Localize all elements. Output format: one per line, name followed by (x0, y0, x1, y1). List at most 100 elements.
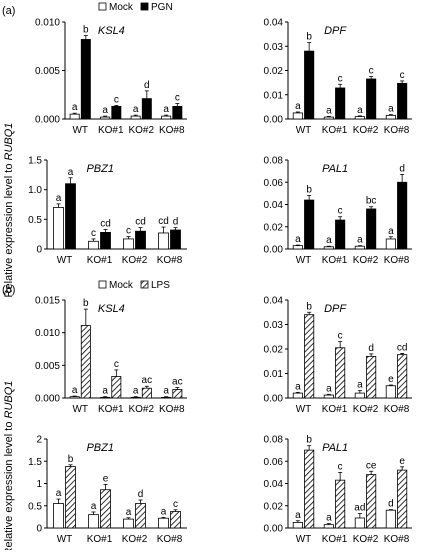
bar-mock (292, 245, 303, 250)
bar-mock (69, 113, 80, 120)
chart-title: PBZ1 (86, 442, 114, 454)
significance-letter: a (91, 501, 97, 512)
y-tick-label: 0.00 (264, 115, 284, 126)
significance-letter: c (338, 461, 343, 472)
significance-letter: cd (158, 216, 169, 227)
y-axis-label-a: Relative expression level to RUBQ1 (3, 123, 15, 298)
x-tick-label: KO#1 (322, 404, 348, 415)
bar-mock (88, 514, 99, 529)
significance-letter: c (400, 70, 405, 81)
significance-letter: a (357, 105, 363, 116)
significance-letter: d (144, 80, 150, 91)
significance-letter: a (102, 105, 108, 116)
bar-treatment (397, 82, 408, 120)
bar-treatment (172, 389, 183, 399)
bar-mock (323, 394, 334, 399)
bar-treatment (141, 387, 152, 399)
y-tick-label: 0.02 (264, 345, 284, 356)
y-tick-label: 1.0 (28, 185, 42, 196)
significance-letter: d (399, 163, 405, 174)
x-tick-label: WT (296, 534, 312, 545)
y-tick-label: 0.5 (28, 215, 42, 226)
significance-letter: a (295, 234, 301, 245)
x-tick-label: KO#2 (353, 125, 379, 136)
x-tick-label: KO#8 (384, 534, 410, 545)
y-tick-label: 0.03 (264, 320, 284, 331)
bar-treatment (335, 479, 346, 529)
bar-treatment (335, 219, 346, 250)
y-tick-label: 0.00 (264, 394, 284, 405)
significance-letter: d (138, 489, 144, 500)
x-tick-label: WT (72, 404, 88, 415)
significance-letter: a (326, 383, 332, 394)
panel-label: (a) (2, 5, 15, 17)
significance-letter: d (173, 217, 179, 228)
x-tick-label: KO#8 (384, 255, 410, 266)
y-axis-label-a-gene: RUBQ1 (3, 123, 15, 161)
bar-treatment (304, 314, 315, 399)
bar-mock (53, 207, 64, 250)
bar-treatment (397, 181, 408, 250)
y-tick-label: 1.5 (28, 156, 42, 167)
x-tick-label: WT (296, 404, 312, 415)
bar-treatment (170, 511, 181, 529)
significance-letter: a (102, 386, 108, 397)
y-axis-label-b-prefix: Relative expression level to (3, 418, 15, 550)
y-tick-label: 0.04 (264, 296, 284, 307)
significance-letter: b (306, 435, 312, 446)
legend-swatch-mock (98, 280, 107, 289)
bar-treatment (335, 347, 346, 399)
bar-mock (292, 522, 303, 529)
significance-letter: ac (142, 375, 153, 386)
significance-letter: a (357, 380, 363, 391)
y-tick-label: 0.06 (264, 457, 284, 468)
y-tick-label: 0.06 (264, 178, 284, 189)
bar-mock (354, 245, 365, 250)
y-tick-label: 0.02 (264, 501, 284, 512)
significance-letter: b (83, 298, 89, 309)
x-tick-label: WT (57, 534, 73, 545)
bar-treatment (172, 105, 183, 120)
significance-letter: e (388, 374, 394, 385)
bar-treatment (80, 325, 91, 399)
significance-letter: bc (366, 196, 377, 207)
significance-letter: cd (100, 218, 111, 229)
bar-mock (323, 524, 334, 529)
x-tick-label: KO#2 (128, 404, 154, 415)
bar-mock (123, 518, 134, 529)
chart-panel-6: 0.00 0.01 0.02 0.03 0.04 DPF WT a b KO#1 a c KO#2 a d K… (264, 296, 412, 415)
y-tick-label: 0.01 (264, 369, 284, 380)
significance-letter: a (295, 381, 301, 392)
y-axis-label-b: Relative expression level to RUBQ1 (3, 381, 15, 550)
bar-mock (323, 246, 334, 250)
legend-swatch-mock (98, 2, 107, 11)
significance-letter: c (126, 226, 131, 237)
bar-treatment (111, 105, 122, 120)
bar-mock (385, 114, 396, 120)
x-tick-label: WT (296, 125, 312, 136)
x-tick-label: KO#8 (384, 125, 410, 136)
bar-treatment (366, 208, 377, 250)
legend-swatch-treatment (140, 2, 149, 11)
bar-mock (354, 392, 365, 399)
x-tick-label: KO#2 (128, 125, 154, 136)
bar-treatment (135, 503, 146, 529)
y-tick-label: 0.005 (35, 361, 60, 372)
bar-mock (385, 509, 396, 529)
x-tick-label: KO#1 (322, 125, 348, 136)
legend-label-mock: Mock (109, 2, 134, 13)
bar-treatment (366, 355, 377, 399)
y-tick-label: 0.02 (264, 222, 284, 233)
significance-letter: c (173, 499, 178, 510)
x-tick-label: KO#8 (157, 255, 183, 266)
x-tick-label: WT (57, 255, 73, 266)
significance-letter: a (133, 386, 139, 397)
x-tick-label: KO#1 (87, 534, 113, 545)
x-tick-label: KO#1 (98, 404, 124, 415)
y-tick-label: 0.015 (35, 296, 60, 307)
bar-mock (88, 240, 99, 250)
legend-swatch-treatment (140, 280, 149, 289)
significance-letter: a (163, 386, 169, 397)
